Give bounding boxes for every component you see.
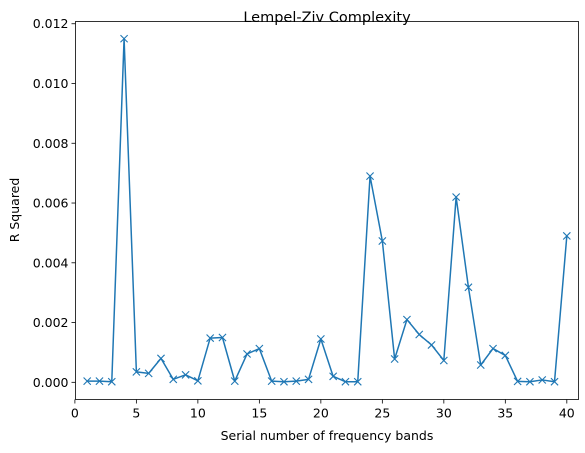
data-point-marker <box>206 334 215 343</box>
data-point-marker <box>243 349 252 358</box>
data-point-marker <box>292 377 301 386</box>
x-tick-label: 30 <box>436 406 452 421</box>
data-point-marker <box>156 354 165 363</box>
data-point-marker <box>501 351 510 360</box>
data-point-marker <box>476 360 485 369</box>
data-point-marker <box>279 377 288 386</box>
data-point-marker <box>230 377 239 386</box>
data-point-marker <box>169 375 178 384</box>
plot-area <box>83 34 571 386</box>
x-tick-label: 0 <box>71 406 79 421</box>
data-point-marker <box>95 377 104 386</box>
data-point-marker <box>193 376 202 385</box>
data-point-marker <box>452 193 461 202</box>
y-tick-label: 0.004 <box>33 255 69 270</box>
x-tick-label: 10 <box>190 406 206 421</box>
data-point-marker <box>83 377 92 386</box>
x-tick-label: 20 <box>313 406 329 421</box>
y-axis-label: R Squared <box>7 178 22 243</box>
x-tick-label: 15 <box>251 406 267 421</box>
data-point-marker <box>366 172 375 181</box>
data-point-marker <box>513 377 522 386</box>
data-point-marker <box>378 236 387 245</box>
data-point-marker <box>427 340 436 349</box>
y-tick-label: 0.006 <box>33 196 69 211</box>
data-point-marker <box>402 315 411 324</box>
data-point-marker <box>538 375 547 384</box>
data-point-marker <box>525 377 534 386</box>
y-tick-label: 0.000 <box>33 375 69 390</box>
data-point-marker <box>550 377 559 386</box>
x-tick-label: 35 <box>497 406 513 421</box>
data-point-marker <box>489 344 498 353</box>
x-axis-ticks: 0 5 10 15 20 25 30 35 40 <box>71 399 575 421</box>
data-point-marker <box>415 330 424 339</box>
data-point-marker <box>181 370 190 379</box>
x-tick-label: 25 <box>374 406 390 421</box>
y-tick-label: 0.012 <box>33 16 69 31</box>
chart-title: Lempel-Ziv Complexity <box>243 10 411 26</box>
y-tick-label: 0.008 <box>33 136 69 151</box>
data-point-marker <box>329 372 338 381</box>
x-tick-label: 5 <box>132 406 140 421</box>
y-axis-ticks: 0.000 0.002 0.004 0.006 0.008 0.010 0.012 <box>33 16 76 390</box>
data-point-marker <box>304 375 313 384</box>
plot-frame <box>75 21 579 400</box>
data-point-marker <box>341 377 350 386</box>
data-point-marker <box>144 369 153 378</box>
data-point-marker <box>316 335 325 343</box>
y-tick-label: 0.002 <box>33 315 69 330</box>
data-point-marker <box>132 367 141 376</box>
x-axis-label: Serial number of frequency bands <box>221 428 434 443</box>
data-point-marker <box>255 344 264 353</box>
data-point-marker <box>439 356 448 365</box>
data-point-marker <box>267 377 276 386</box>
y-tick-label: 0.010 <box>33 76 69 91</box>
data-point-marker <box>390 355 399 363</box>
data-point-marker <box>464 283 473 292</box>
data-point-marker <box>562 231 571 240</box>
series-line <box>87 37 568 383</box>
data-point-marker <box>353 377 362 386</box>
data-point-marker <box>120 34 129 43</box>
data-point-marker <box>218 333 227 342</box>
x-tick-label: 40 <box>559 406 575 421</box>
data-point-marker <box>107 377 116 386</box>
